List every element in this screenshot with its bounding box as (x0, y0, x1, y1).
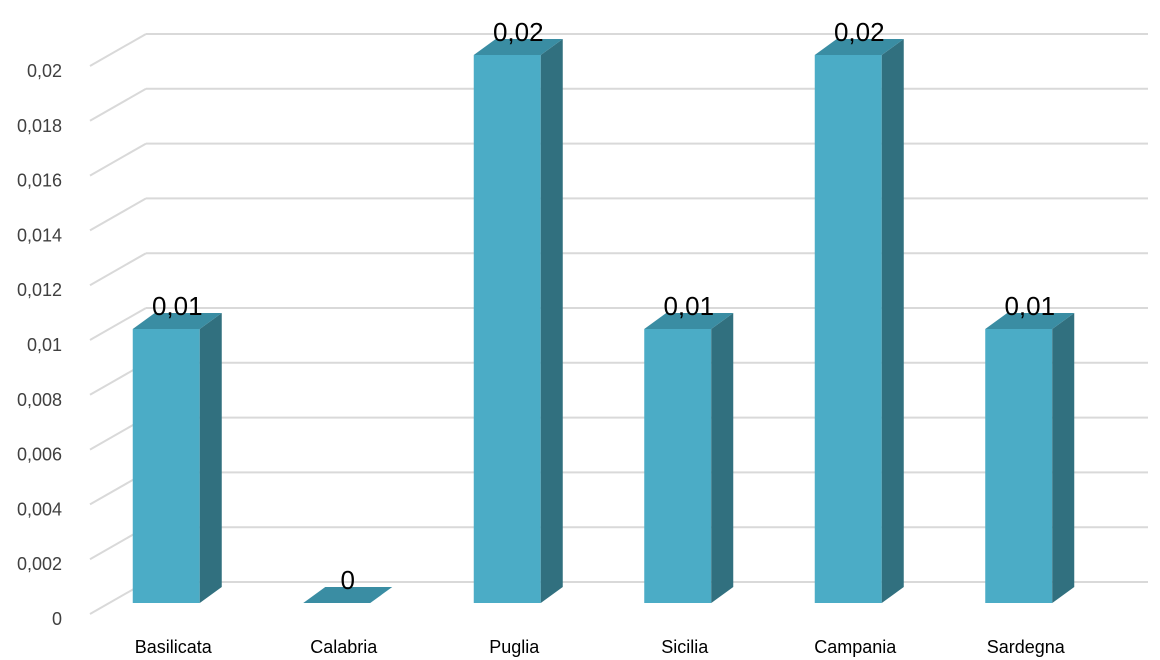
x-tick-label: Sardegna (987, 637, 1066, 657)
bar-side (199, 313, 222, 603)
x-tick-label: Sicilia (661, 637, 709, 657)
data-label: 0,02 (493, 17, 544, 47)
gridline-side (89, 142, 147, 177)
bar (473, 39, 563, 603)
y-tick-label: 0,02 (27, 61, 62, 81)
y-tick-label: 0,004 (17, 499, 62, 519)
bar-front (985, 329, 1053, 603)
data-label: 0,01 (152, 291, 203, 321)
data-label: 0 (341, 565, 355, 595)
bar-top (644, 313, 734, 329)
y-tick-label: 0,014 (17, 225, 62, 245)
bar-side (540, 39, 563, 603)
bar (303, 587, 393, 603)
data-labels: 0,01 0 0,02 0,01 0,02 0,01 (152, 17, 1055, 595)
bar-top (814, 39, 904, 55)
y-tick-label: 0 (52, 609, 62, 629)
gridline-side (89, 87, 147, 122)
x-tick-label: Campania (814, 637, 897, 657)
bar-front (132, 329, 200, 603)
bar (985, 313, 1075, 603)
y-tick-label: 0,012 (17, 280, 62, 300)
y-tick-label: 0,008 (17, 390, 62, 410)
x-tick-label: Basilicata (135, 637, 213, 657)
bar-front (644, 329, 712, 603)
bar (644, 313, 734, 603)
data-label: 0,01 (1004, 291, 1055, 321)
y-tick-label: 0,002 (17, 554, 62, 574)
bar-top (985, 313, 1075, 329)
bar-side (881, 39, 904, 603)
gridline-side (89, 252, 147, 287)
data-label: 0,01 (663, 291, 714, 321)
bar-top (303, 587, 393, 603)
gridline-side (89, 33, 147, 67)
bar-side (711, 313, 734, 603)
bar-side (1052, 313, 1075, 603)
y-tick-label: 0,018 (17, 116, 62, 136)
x-tick-label: Calabria (310, 637, 378, 657)
data-label: 0,02 (834, 17, 885, 47)
bar-front (473, 55, 541, 603)
bar-top (132, 313, 222, 329)
y-tick-label: 0,01 (27, 335, 62, 355)
gridline-side (89, 307, 147, 341)
gridline-side (89, 197, 147, 232)
y-axis-ticks: 0 0,002 0,004 0,006 0,008 0,01 0,012 0,014 0,016… (17, 61, 62, 629)
bar (132, 313, 222, 603)
x-tick-label: Puglia (489, 637, 540, 657)
y-tick-label: 0,006 (17, 445, 62, 465)
bar (814, 39, 904, 603)
bar-front (814, 55, 882, 603)
y-tick-label: 0,016 (17, 171, 62, 191)
bars (132, 39, 1075, 603)
x-axis-ticks: Basilicata Calabria Puglia Sicilia Campania S… (135, 637, 1066, 657)
bar-top (473, 39, 563, 55)
